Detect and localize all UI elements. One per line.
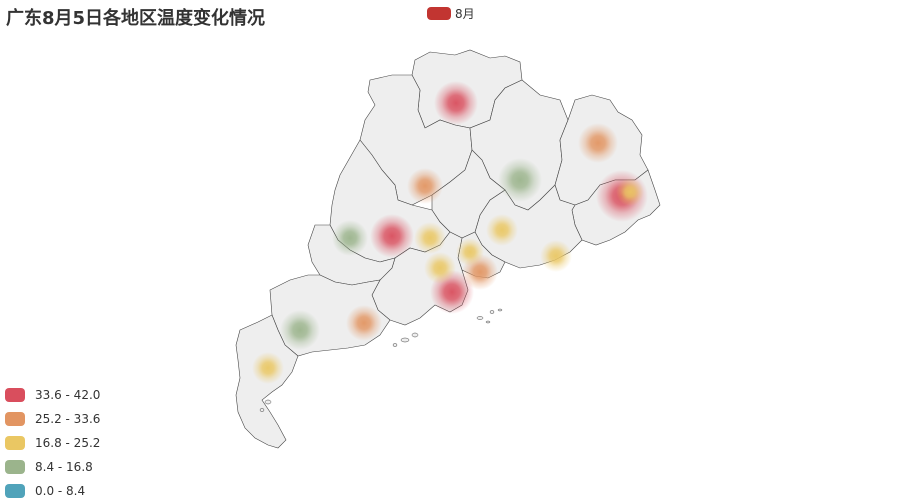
heatmap-layer — [252, 81, 648, 384]
heat-point — [434, 81, 478, 125]
island — [476, 316, 484, 320]
visual-map-legend: 33.6 - 42.0 25.2 - 33.6 16.8 - 25.2 8.4 - 1… — [5, 383, 100, 500]
island — [264, 399, 272, 405]
visual-map-label: 0.0 - 8.4 — [35, 484, 86, 498]
heat-point — [578, 123, 618, 163]
heat-point — [456, 238, 484, 266]
visual-map-item[interactable]: 16.8 - 25.2 — [5, 431, 100, 455]
heat-point — [540, 240, 572, 272]
chart-title: 广东8月5日各地区温度变化情况 — [6, 8, 266, 29]
island — [411, 332, 419, 338]
island — [392, 343, 398, 347]
visual-map-item[interactable]: 8.4 - 16.8 — [5, 455, 100, 479]
heat-point — [498, 158, 542, 202]
heat-point — [616, 178, 644, 206]
island — [497, 308, 503, 312]
island — [259, 408, 265, 412]
visual-map-label: 8.4 - 16.8 — [35, 460, 93, 474]
visual-map-swatch — [5, 484, 25, 498]
heat-point — [414, 222, 446, 254]
visual-map-swatch — [5, 436, 25, 450]
visual-map-swatch — [5, 388, 25, 402]
heat-point — [486, 214, 518, 246]
heat-point — [252, 352, 284, 384]
visual-map-swatch — [5, 412, 25, 426]
visual-map-item[interactable]: 0.0 - 8.4 — [5, 479, 100, 500]
visual-map-item[interactable]: 33.6 - 42.0 — [5, 383, 100, 407]
visual-map-label: 33.6 - 42.0 — [35, 388, 101, 402]
heat-point — [280, 310, 320, 350]
visual-map-item[interactable]: 25.2 - 33.6 — [5, 407, 100, 431]
island — [400, 337, 410, 343]
series-legend[interactable]: 8月 — [427, 5, 475, 22]
series-legend-swatch — [427, 7, 451, 20]
heat-point — [407, 168, 443, 204]
heat-point — [370, 214, 414, 258]
visual-map-label: 25.2 - 33.6 — [35, 412, 101, 426]
heat-point — [332, 220, 368, 256]
visual-map-label: 16.8 - 25.2 — [35, 436, 101, 450]
heat-point — [424, 252, 456, 284]
island — [489, 310, 495, 314]
series-legend-label: 8月 — [455, 7, 475, 21]
visual-map-swatch — [5, 460, 25, 474]
heat-point — [346, 305, 382, 341]
island — [485, 320, 491, 324]
